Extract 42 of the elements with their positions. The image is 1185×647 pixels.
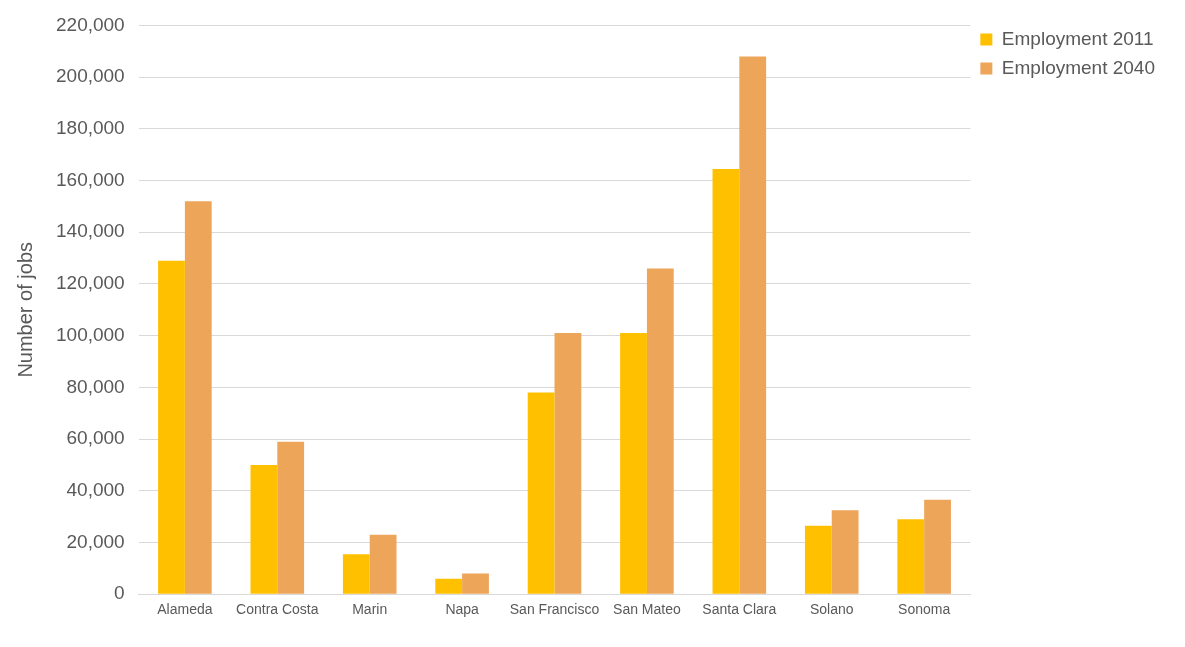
bar: [435, 578, 463, 594]
y-tick-label: 220,000: [55, 13, 125, 35]
y-tick-label: 140,000: [55, 220, 125, 242]
y-tick-label: 60,000: [66, 427, 125, 449]
y-tick-label: 100,000: [55, 323, 125, 345]
bar: [620, 333, 647, 594]
x-tick-label: Contra Costa: [236, 601, 319, 618]
x-tick-label: Santa Clara: [702, 601, 777, 618]
bar: [897, 519, 925, 594]
bar: [554, 333, 582, 594]
bar: [369, 534, 397, 594]
bar: [646, 268, 674, 594]
y-axis-title: Number of jobs: [13, 241, 36, 378]
y-tick-label: 120,000: [55, 272, 125, 294]
x-tick-label: Solano: [809, 601, 854, 618]
y-tick-label: 80,000: [66, 375, 125, 397]
y-tick-label: 160,000: [55, 168, 125, 190]
x-tick-label: Alameda: [157, 601, 213, 618]
x-tick-label: San Mateo: [613, 601, 681, 618]
y-tick-label: 0: [114, 582, 125, 604]
bar: [184, 201, 212, 594]
x-tick-label: San Francisco: [509, 601, 600, 618]
bar: [739, 56, 767, 594]
y-tick-label: 40,000: [66, 479, 125, 501]
bar: [462, 573, 489, 594]
bar: [342, 554, 370, 594]
y-tick-label: 200,000: [55, 65, 125, 87]
x-tick-label: Marin: [352, 601, 388, 618]
x-tick-label: Napa: [445, 601, 480, 618]
bar: [158, 260, 185, 594]
y-tick-label: 180,000: [55, 117, 125, 139]
y-tick-label: 20,000: [66, 530, 125, 552]
bar: [527, 392, 555, 594]
bar: [712, 168, 740, 594]
legend-label: Employment 2040: [1001, 56, 1156, 78]
bar: [804, 525, 832, 594]
bar: [250, 464, 278, 594]
legend-label: Employment 2011: [1001, 27, 1154, 49]
x-tick-label: Sonoma: [898, 601, 951, 618]
bar: [831, 510, 859, 594]
bar: [924, 499, 951, 594]
bar: [277, 441, 305, 594]
